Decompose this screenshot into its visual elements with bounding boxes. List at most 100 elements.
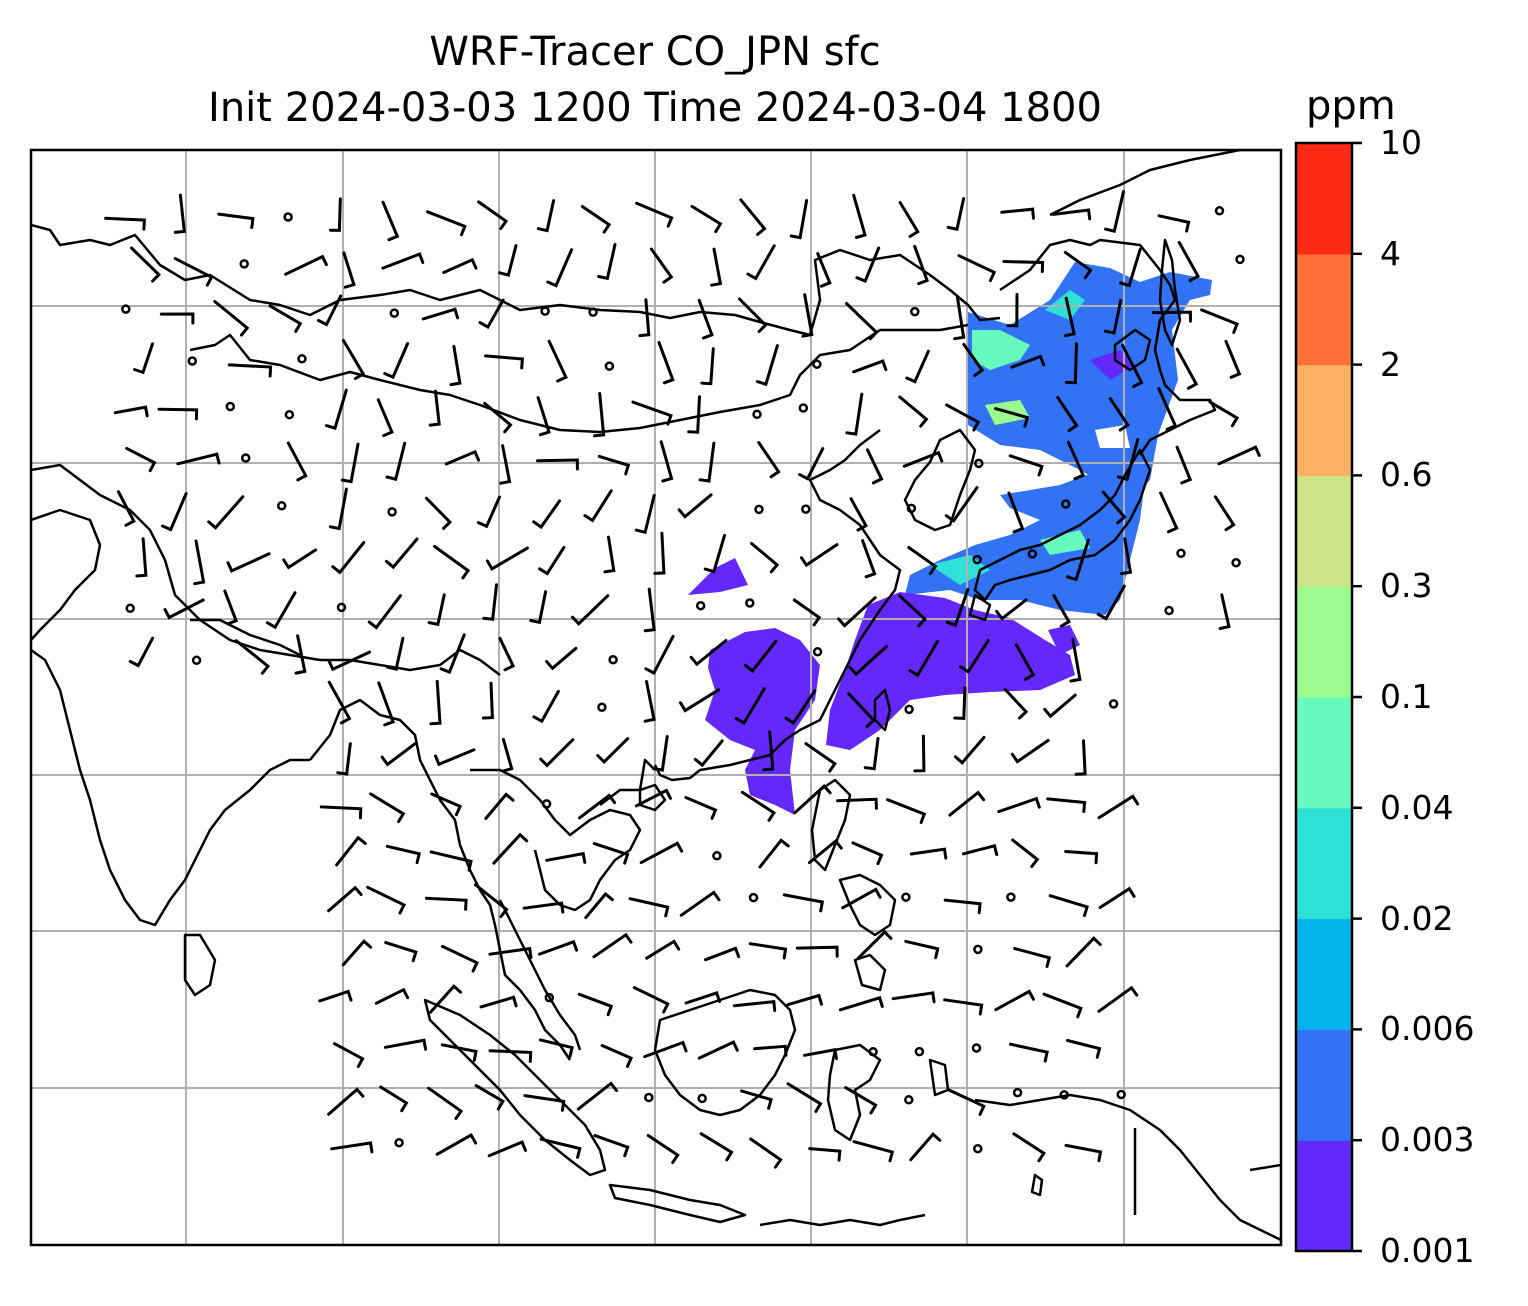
wind-barb <box>1064 1143 1103 1163</box>
wind-barb <box>1003 688 1029 720</box>
wind-barb <box>596 737 630 765</box>
wind-barb <box>953 294 966 341</box>
wind-barb <box>328 487 348 531</box>
wind-barb <box>1108 396 1130 432</box>
wind-barb <box>1012 1132 1046 1163</box>
wind-barb <box>439 633 466 675</box>
wind-barb <box>426 210 467 237</box>
wind-barb <box>852 1140 895 1163</box>
wind-barb <box>501 737 514 773</box>
wind-barb <box>1009 1042 1049 1063</box>
coast-japan-hokkaido <box>1113 328 1152 372</box>
wind-barb <box>1103 298 1123 335</box>
calm-wind-marker <box>1214 206 1225 216</box>
calm-wind-marker <box>187 356 198 366</box>
wind-barb <box>659 440 674 483</box>
wind-barb <box>367 594 402 630</box>
wind-barb <box>421 307 460 321</box>
border-himalaya <box>31 463 501 676</box>
wind-barb <box>539 738 575 768</box>
wind-barb <box>837 596 877 628</box>
calm-wind-marker <box>1027 549 1038 559</box>
wind-barb <box>1011 838 1040 868</box>
wind-barb <box>429 984 463 1014</box>
wind-barb <box>1218 593 1231 630</box>
wind-barb <box>946 197 966 231</box>
wind-barb <box>442 257 478 274</box>
calm-wind-marker <box>389 308 400 318</box>
coast-sakhalin <box>1158 238 1182 347</box>
wind-barb <box>1042 992 1083 1019</box>
wind-barb <box>1064 850 1099 865</box>
wind-barb <box>135 537 148 578</box>
wind-barb <box>284 254 328 276</box>
wind-barb <box>1175 445 1193 485</box>
wind-barb <box>697 298 714 340</box>
wind-barb <box>545 851 587 864</box>
wind-barb <box>1010 738 1050 764</box>
wind-barb <box>953 686 967 720</box>
wind-barb <box>593 1134 630 1158</box>
wind-barb <box>807 838 843 865</box>
wind-barb <box>994 407 1030 428</box>
calm-wind-marker <box>973 1143 983 1154</box>
wind-barb <box>852 193 867 239</box>
wind-barb <box>484 792 515 820</box>
wind-barb <box>376 398 394 438</box>
wind-barb <box>631 400 673 426</box>
wind-barb <box>484 354 525 370</box>
wind-barb <box>593 392 606 438</box>
wind-barb <box>366 885 407 915</box>
wind-barb <box>584 891 614 920</box>
wind-barb <box>538 939 579 956</box>
wind-barb <box>104 216 146 231</box>
wind-barb <box>945 587 970 628</box>
wind-barb <box>532 499 561 530</box>
colorbar-band <box>1296 697 1352 809</box>
wind-barb <box>734 687 766 726</box>
wind-barb <box>841 887 882 910</box>
wind-barb <box>1066 440 1086 481</box>
coast-borneo <box>653 988 797 1117</box>
wind-barb <box>1008 454 1044 477</box>
wind-barb <box>435 1133 478 1156</box>
wind-barb <box>384 941 418 963</box>
wind-barb <box>1048 894 1089 917</box>
wind-barb <box>536 396 551 437</box>
wind-barb <box>327 650 372 672</box>
wind-barb <box>953 735 986 765</box>
calm-wind-marker <box>972 554 982 565</box>
calm-wind-marker <box>239 259 249 269</box>
wind-barb <box>1002 260 1045 273</box>
wind-barb <box>786 993 823 1007</box>
calm-wind-marker <box>754 504 764 515</box>
calm-wind-marker <box>1108 699 1119 709</box>
coast-sri-lanka <box>183 933 217 997</box>
coast-korea <box>903 428 977 532</box>
wind-barb <box>157 407 199 421</box>
wind-barb <box>547 339 568 383</box>
wind-barb <box>1101 490 1127 525</box>
wind-barb <box>1116 437 1140 482</box>
wind-barb <box>699 1132 734 1162</box>
wind-barb <box>1224 339 1242 379</box>
colorbar-tick-label: 2 <box>1380 344 1401 384</box>
wind-barb <box>499 444 512 485</box>
map-frame <box>29 148 1283 1247</box>
wind-barb <box>482 583 498 621</box>
wind-barb <box>488 1049 533 1063</box>
colorbar-band <box>1296 143 1352 255</box>
calm-wind-marker <box>812 359 822 369</box>
wind-barb <box>957 254 997 283</box>
calm-wind-marker <box>644 1092 654 1103</box>
wind-barb <box>571 594 610 626</box>
wind-barb <box>577 992 614 1017</box>
wind-barb <box>1097 985 1139 1013</box>
wind-barb <box>1151 310 1192 323</box>
wind-barb <box>294 634 307 675</box>
wind-barb <box>433 544 471 580</box>
wind-barb <box>449 344 462 387</box>
calm-wind-marker <box>971 1043 982 1053</box>
wind-barb <box>479 995 518 1009</box>
calm-wind-marker <box>1164 605 1174 616</box>
